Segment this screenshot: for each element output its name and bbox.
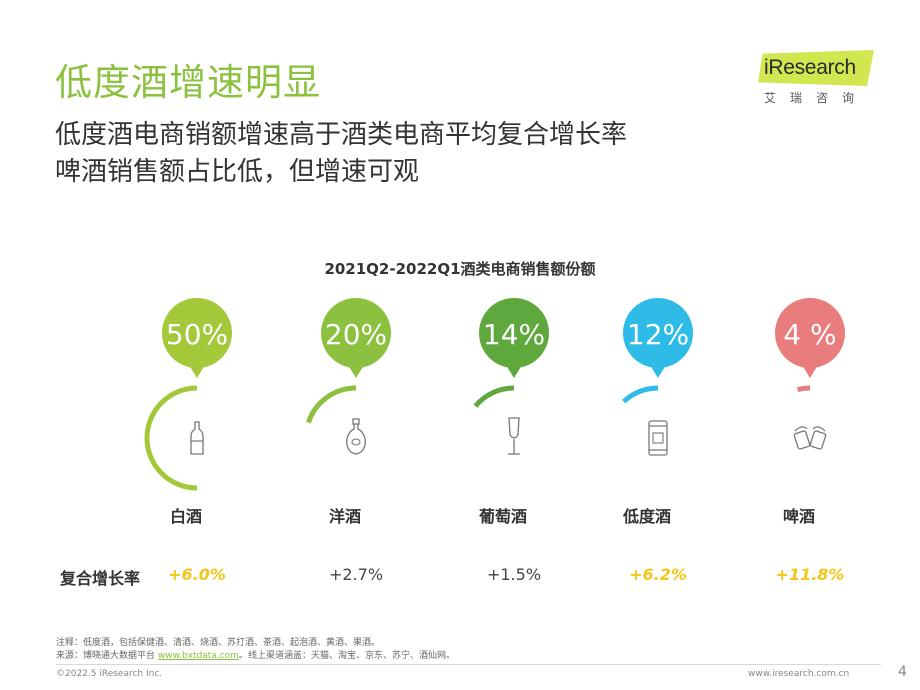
share-value-label: 12% xyxy=(627,318,689,351)
share-value-label: 4 % xyxy=(783,318,836,351)
page-number: 4 xyxy=(898,664,907,680)
iresearch-logo: iResearch 艾瑞咨询 xyxy=(752,48,877,108)
share-bubble-pointer xyxy=(189,365,205,378)
growth-rate-value: +6.2% xyxy=(629,565,687,584)
liquor-decanter-icon xyxy=(346,418,366,455)
website-url[interactable]: www.iresearch.com.cn xyxy=(748,669,850,679)
canned-drink-icon xyxy=(648,420,668,456)
share-bubble-pointer xyxy=(506,365,522,378)
beer-mugs-icon xyxy=(793,426,827,450)
share-item-1: 50% 白酒 +6.0% xyxy=(144,298,232,584)
share-bubble xyxy=(162,298,232,368)
share-arc xyxy=(622,385,659,404)
share-arc xyxy=(306,385,357,424)
share-arc xyxy=(473,385,515,408)
share-item-3: 14% 葡萄酒 +1.5% xyxy=(473,298,549,584)
baijiu-bottle-icon xyxy=(190,421,204,455)
logo-brand-text: iResearch xyxy=(764,56,856,79)
share-arc xyxy=(144,385,198,491)
logo-highlight-band xyxy=(758,50,874,86)
share-bubble xyxy=(321,298,391,368)
share-bubble-pointer xyxy=(650,365,666,378)
growth-rate-value: +11.8% xyxy=(776,565,845,584)
source-line: 来源：博晓通大数据平台 www.bxtdata.com。线上渠道涵盖：天猫、淘宝… xyxy=(56,651,455,661)
page-subtitle-line-1: 低度酒电商销额增速高于酒类电商平均复合增长率 xyxy=(55,120,628,150)
page-subtitle-line-2: 啤酒销售额占比低，但增速可观 xyxy=(55,157,420,187)
share-value-label: 20% xyxy=(325,318,387,351)
share-value-label: 14% xyxy=(483,318,545,351)
copyright: ©2022.5 iResearch Inc. xyxy=(56,669,163,679)
footer-divider xyxy=(56,664,881,665)
share-bubble xyxy=(623,298,693,368)
growth-rate-value: +1.5% xyxy=(487,565,541,584)
source-link[interactable]: www.bxtdata.com xyxy=(157,651,239,661)
category-label: 洋酒 xyxy=(329,507,361,526)
category-label: 白酒 xyxy=(170,507,202,526)
logo-brand-cn: 艾瑞咨询 xyxy=(764,91,869,105)
share-item-5: 4 % 啤酒 +11.8% xyxy=(775,298,845,584)
share-item-2: 20% 洋酒 +2.7% xyxy=(306,298,391,584)
growth-rate-header: 复合增长率 xyxy=(60,569,141,588)
growth-rate-value: +6.0% xyxy=(168,565,226,584)
category-label: 啤酒 xyxy=(783,507,815,526)
page-title: 低度酒增速明显 xyxy=(55,61,321,104)
share-bubble-pointer xyxy=(802,365,818,378)
wine-glass-icon xyxy=(508,417,520,455)
category-label: 葡萄酒 xyxy=(478,507,527,526)
share-bubble xyxy=(479,298,549,368)
share-bubble-pointer xyxy=(348,365,364,378)
share-value-label: 50% xyxy=(166,318,228,351)
footnotes: 注释：低度酒，包括保健酒、清酒、烧酒、苏打酒、茶酒、起泡酒、黄酒、果酒。 来源：… xyxy=(56,637,455,663)
category-label: 低度酒 xyxy=(622,507,671,526)
share-item-4: 12% 低度酒 +6.2% xyxy=(622,298,693,584)
share-bubble xyxy=(775,298,845,368)
share-arc xyxy=(796,385,811,393)
chart-title: 2021Q2-2022Q1酒类电商销售额份额 xyxy=(324,260,596,278)
growth-rate-value: +2.7% xyxy=(329,565,383,584)
note-line: 注释：低度酒，包括保健酒、清酒、烧酒、苏打酒、茶酒、起泡酒、黄酒、果酒。 xyxy=(56,638,381,648)
